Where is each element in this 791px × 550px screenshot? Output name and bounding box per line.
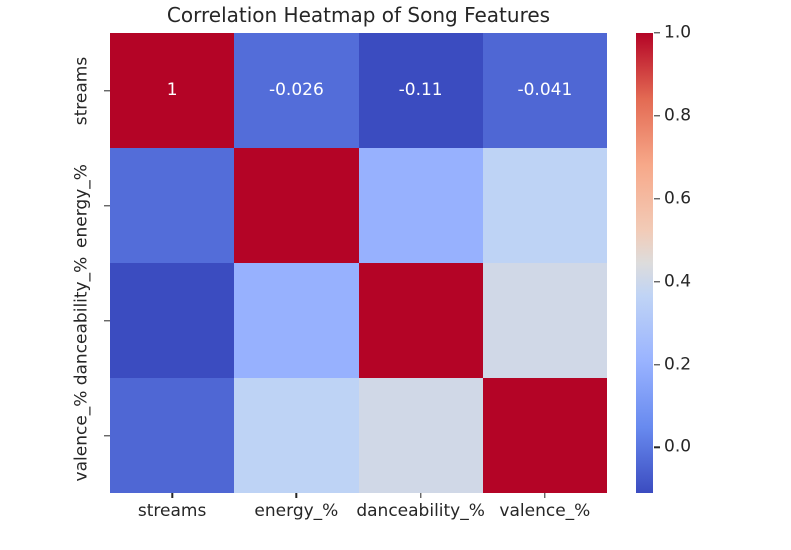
heatmap-cell-valence_%-valence_% bbox=[482, 378, 607, 493]
y-tick-label-danceability_%: danceability_% bbox=[71, 256, 92, 385]
heatmap-cell-valence_%-danceability_% bbox=[358, 378, 483, 493]
heatmap-cell-streams-valence_%: -0.041 bbox=[482, 33, 607, 148]
colorbar-tick-label-0.2: 0.2 bbox=[664, 354, 692, 375]
x-tick-mark bbox=[544, 493, 546, 498]
x-tick-label-danceability_%: danceability_% bbox=[356, 501, 485, 521]
heatmap-cell-energy_%-energy_% bbox=[234, 148, 359, 263]
heatmap-cell-valence_%-energy_% bbox=[234, 378, 359, 493]
x-tick-mark bbox=[419, 493, 422, 498]
x-tick-mark bbox=[295, 493, 298, 498]
heatmap-cell-danceability_%-valence_% bbox=[482, 263, 607, 378]
chart-title: Correlation Heatmap of Song Features bbox=[166, 3, 551, 27]
heatmap-cell-energy_%-danceability_% bbox=[358, 148, 483, 263]
heatmap-cell-valence_%-streams bbox=[110, 378, 235, 493]
y-tick-label-valence_%: valence_% bbox=[71, 390, 92, 481]
heatmap-cell-danceability_%-streams bbox=[110, 263, 235, 378]
colorbar-tick-mark bbox=[654, 280, 660, 283]
x-tick-label-streams: streams bbox=[137, 501, 207, 521]
colorbar-tick-mark bbox=[654, 198, 660, 200]
heatmap-cell-danceability_%-danceability_% bbox=[358, 263, 483, 378]
heatmap-cell-danceability_%-energy_% bbox=[234, 263, 359, 378]
cell-annotation: 1 bbox=[166, 80, 178, 100]
y-tick-mark bbox=[104, 434, 110, 437]
heatmap-cell-energy_%-streams bbox=[110, 148, 235, 263]
x-tick-label-valence_%: valence_% bbox=[499, 501, 591, 521]
colorbar-tick-mark bbox=[654, 363, 660, 366]
heatmap-grid: 1 -0.026 -0.11 -0.041 bbox=[110, 33, 607, 493]
colorbar-tick-label-1.0: 1.0 bbox=[664, 22, 692, 43]
cell-annotation: -0.11 bbox=[398, 80, 443, 100]
y-tick-mark bbox=[104, 319, 110, 322]
colorbar-tick-mark bbox=[654, 115, 660, 117]
colorbar-tick-label-0.4: 0.4 bbox=[664, 271, 692, 292]
x-tick-mark bbox=[171, 493, 173, 498]
heatmap-cell-streams-streams: 1 bbox=[110, 33, 235, 148]
y-tick-label-streams: streams bbox=[71, 56, 92, 125]
colorbar-tick-label-0.8: 0.8 bbox=[664, 105, 692, 126]
y-tick-mark bbox=[104, 89, 110, 92]
colorbar-tick-label-0.6: 0.6 bbox=[664, 188, 692, 209]
colorbar-tick-label-0.0: 0.0 bbox=[664, 436, 692, 457]
colorbar bbox=[636, 33, 653, 493]
x-tick-label-energy_%: energy_% bbox=[254, 501, 339, 521]
heatmap-cell-energy_%-valence_% bbox=[482, 148, 607, 263]
cell-annotation: -0.041 bbox=[517, 80, 573, 100]
y-tick-mark bbox=[104, 204, 110, 207]
colorbar-tick-mark bbox=[654, 32, 660, 34]
colorbar-tick-mark bbox=[654, 446, 660, 449]
heatmap-cell-streams-danceability_%: -0.11 bbox=[358, 33, 483, 148]
cell-annotation: -0.026 bbox=[268, 80, 324, 100]
heatmap-cell-streams-energy_%: -0.026 bbox=[234, 33, 359, 148]
y-tick-label-energy_%: energy_% bbox=[71, 163, 92, 248]
